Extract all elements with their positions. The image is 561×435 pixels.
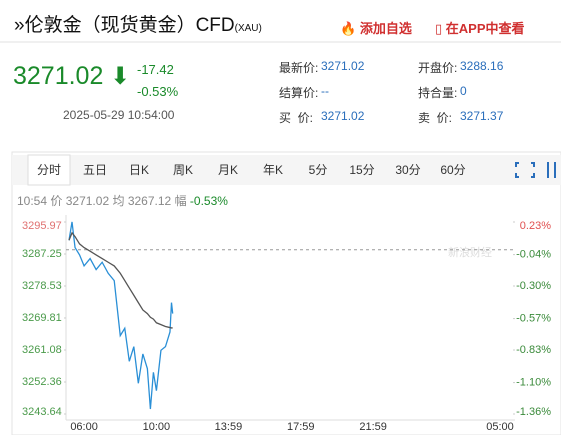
open-app[interactable]: ▯ 在APP中查看 — [435, 21, 525, 36]
hover-info: 10:54 价 3271.02 均 3267.12 幅 -0.53% — [17, 192, 228, 209]
tab[interactable]: 周K — [172, 163, 193, 177]
info-label: 卖 价: — [418, 111, 453, 125]
series-line — [68, 231, 173, 329]
y2-tick-label: -0.04% — [516, 249, 551, 261]
info-value: -- — [321, 84, 329, 98]
code: (XAU) — [234, 23, 262, 34]
tab[interactable]: 30分 — [395, 163, 421, 177]
y-tick-label: 3287.25 — [22, 248, 62, 260]
x-tick-label: 10:00 — [143, 421, 171, 433]
title-text: 伦敦金（现货黄金）CFD — [24, 15, 235, 36]
info-value: 3271.02 — [321, 109, 365, 123]
tab[interactable]: 年K — [262, 163, 283, 177]
x-tick-label: 05:00 — [486, 421, 514, 433]
info-label: 结算价: — [279, 86, 319, 100]
y-tick-label: 3261.08 — [22, 344, 62, 356]
tab-selected — [27, 154, 71, 186]
y2-tick-label: 0.23% — [520, 220, 551, 232]
tab[interactable]: 15分 — [349, 163, 375, 177]
hover-label: 均 — [112, 194, 125, 208]
y2-tick-label: -0.57% — [516, 313, 551, 325]
panel — [11, 151, 561, 435]
tab[interactable]: 日K — [128, 163, 149, 177]
y-tick-label: 3269.81 — [22, 312, 62, 324]
y-tick-label: 3278.53 — [22, 280, 62, 292]
hover-range: -0.53% — [189, 194, 228, 208]
info-value: 3288.16 — [460, 59, 504, 73]
title: »伦敦金（现货黄金）CFD(XAU) — [14, 15, 262, 36]
add-watch-text[interactable]: 添加自选 — [359, 21, 412, 36]
x-tick-label: 13:59 — [215, 421, 243, 433]
quote-time: 2025-05-29 10:54:00 — [63, 108, 175, 122]
watermark: 新浪财经 — [448, 245, 492, 259]
hover-label: 价 — [50, 194, 63, 208]
info-label: 买 价: — [279, 111, 314, 125]
expand-icon[interactable] — [515, 162, 535, 178]
hover-avg: 3267.12 — [127, 194, 172, 208]
tab[interactable]: 分时 — [36, 163, 61, 177]
tab[interactable]: 60分 — [440, 163, 466, 177]
y2-tick-label: -1.10% — [516, 377, 551, 389]
info-label: 开盘价: — [418, 61, 458, 75]
open-app-text[interactable]: 在APP中查看 — [445, 21, 525, 36]
change: -17.42 — [137, 62, 174, 77]
hover-label: 幅 — [174, 194, 187, 208]
settings-icon[interactable] — [547, 162, 556, 178]
tab[interactable]: 五日 — [82, 163, 107, 177]
series-line — [68, 221, 174, 410]
hover-time: 10:54 — [17, 194, 48, 208]
info-label: 最新价: — [279, 61, 319, 75]
price: 3271.02 — [13, 62, 104, 90]
info-value: 3271.37 — [460, 109, 504, 123]
info-value: 3271.02 — [321, 59, 365, 73]
x-tick-label: 06:00 — [70, 421, 98, 433]
tab-bar — [12, 155, 561, 185]
tab[interactable]: 5分 — [308, 163, 328, 177]
y-tick-label: 3243.64 — [22, 406, 62, 418]
info-label: 持合量: — [418, 86, 458, 100]
x-tick-label: 21:59 — [359, 421, 387, 433]
y2-tick-label: -0.83% — [516, 344, 551, 356]
hover-price: 3271.02 — [65, 194, 110, 208]
tab[interactable]: 月K — [217, 163, 238, 177]
change-pct: -0.53% — [137, 84, 179, 99]
x-tick-label: 17:59 — [287, 421, 315, 433]
down-arrow: ⬇ — [110, 63, 131, 90]
y-tick-label: 3252.36 — [22, 376, 62, 388]
y2-tick-label: -1.36% — [516, 406, 551, 418]
add-watch[interactable]: 🔥 添加自选 — [340, 21, 412, 36]
y2-tick-label: -0.30% — [516, 280, 551, 292]
y-tick-label: 3295.97 — [22, 220, 62, 232]
info-value: 0 — [460, 84, 467, 98]
